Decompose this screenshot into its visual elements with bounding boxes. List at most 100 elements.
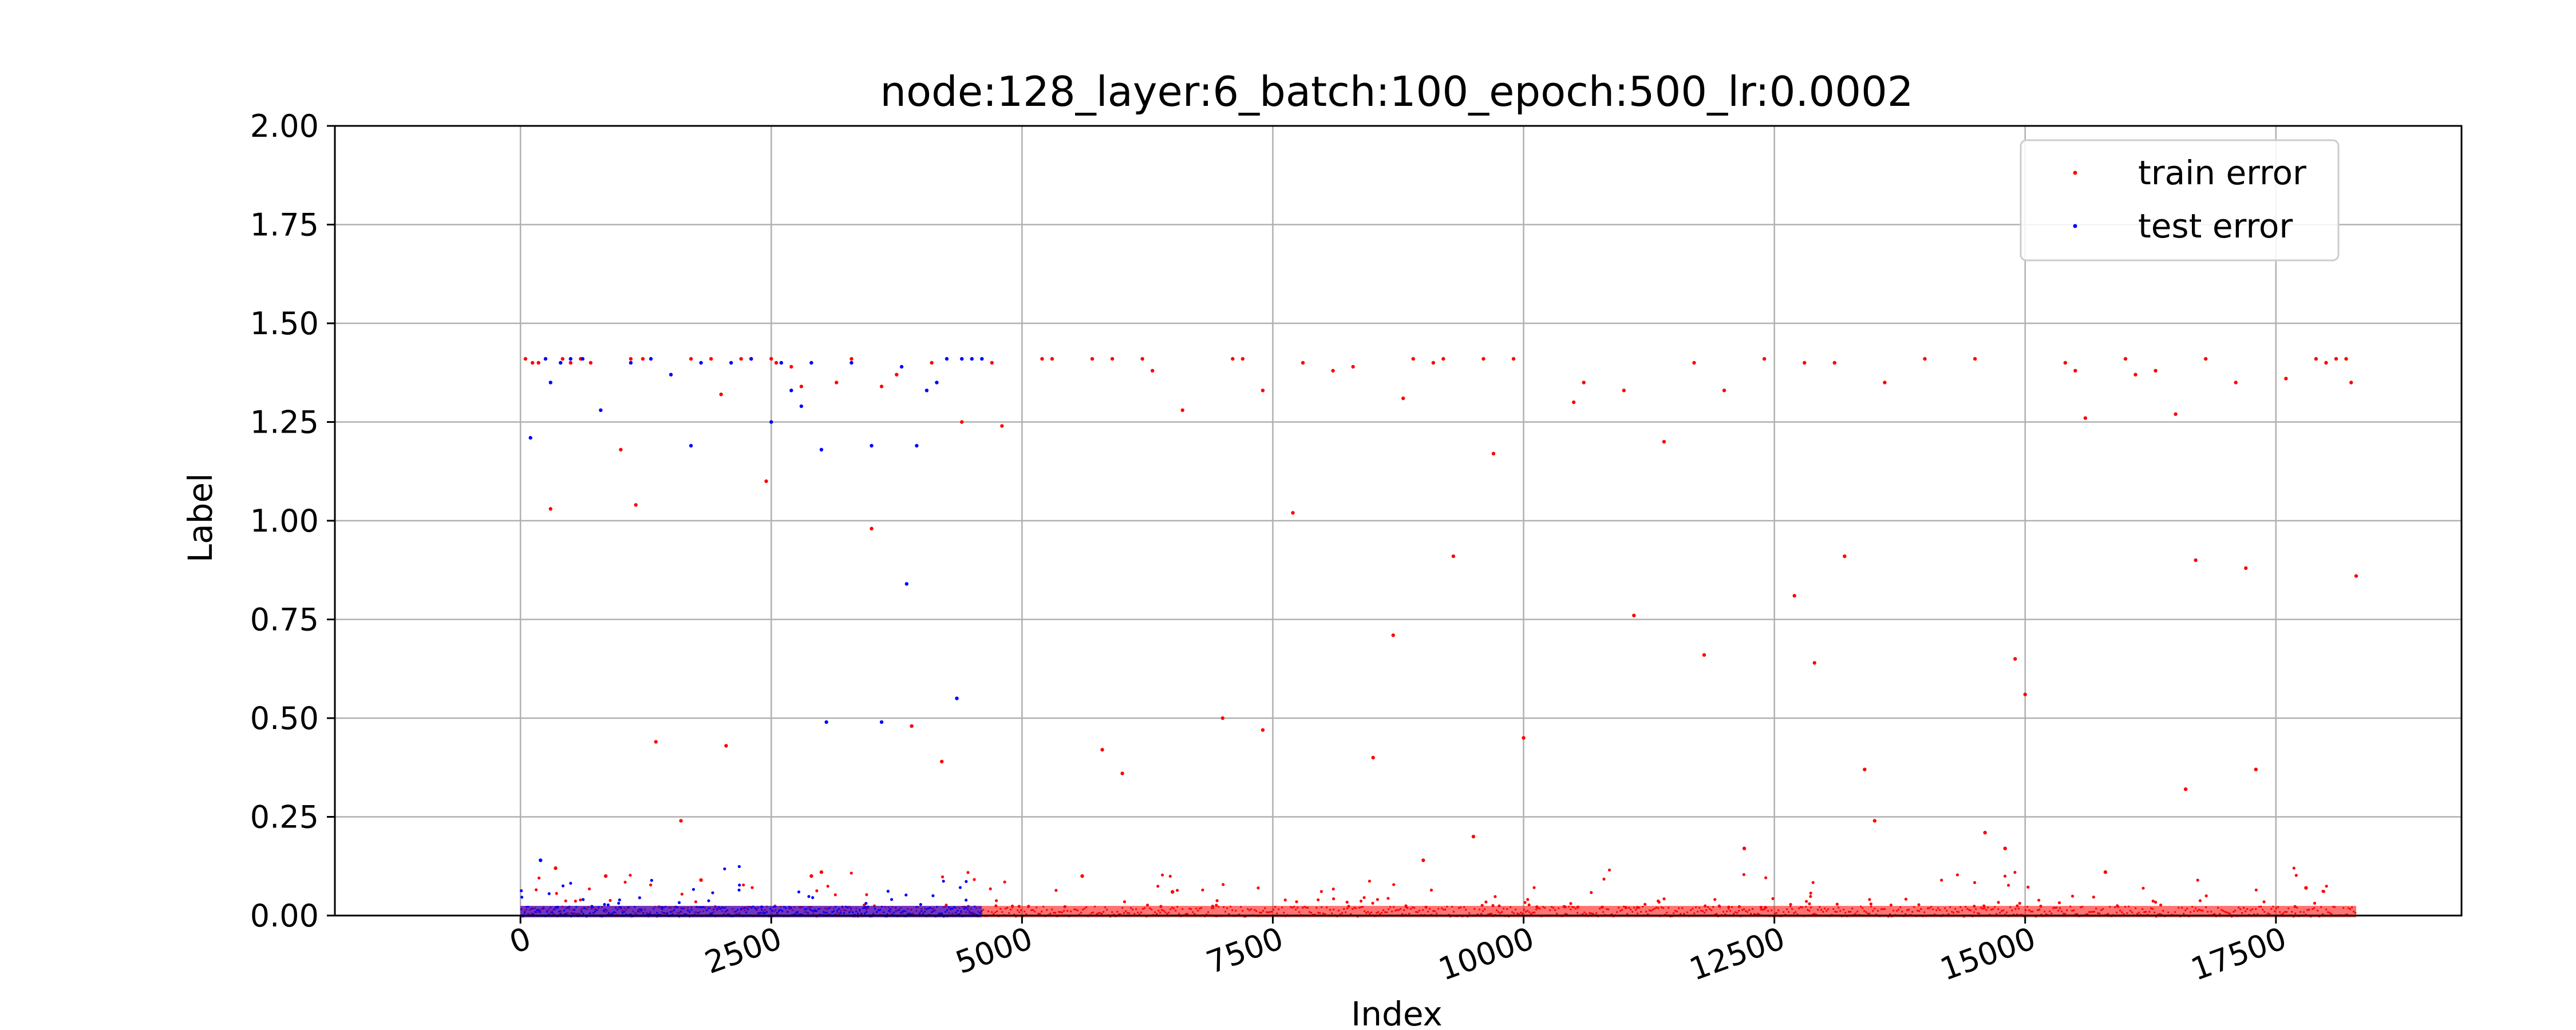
- data-point: [1523, 909, 1526, 911]
- data-point: [1704, 912, 1706, 914]
- data-point: [1552, 907, 1555, 909]
- data-point: [2143, 911, 2146, 913]
- data-point: [1371, 755, 1375, 760]
- data-point: [649, 356, 653, 361]
- data-point: [2231, 916, 2233, 918]
- data-point: [945, 904, 948, 907]
- data-point: [1602, 877, 1606, 881]
- data-point: [2003, 874, 2007, 878]
- data-point: [1568, 905, 1570, 908]
- data-point: [718, 906, 720, 908]
- data-point: [1070, 910, 1072, 913]
- data-point: [1090, 356, 1095, 361]
- data-point: [1231, 356, 1235, 361]
- data-point: [1066, 910, 1069, 912]
- data-point: [1984, 907, 1986, 909]
- data-point: [737, 865, 741, 868]
- data-point: [641, 356, 645, 361]
- legend-box: [2020, 139, 2340, 262]
- data-point: [618, 898, 621, 902]
- data-point: [1554, 909, 1556, 911]
- data-point: [888, 910, 890, 912]
- data-point: [924, 910, 926, 913]
- data-point: [599, 408, 603, 412]
- data-point: [1303, 906, 1306, 908]
- data-point: [1973, 905, 1976, 908]
- data-point: [1411, 356, 1415, 361]
- data-point: [2116, 904, 2119, 908]
- data-point: [1549, 909, 1551, 912]
- data-point: [800, 913, 803, 916]
- data-point: [1661, 906, 1663, 909]
- data-point: [1163, 910, 1165, 912]
- data-point: [2183, 913, 2185, 915]
- data-point: [1862, 907, 1864, 909]
- data-point: [1643, 902, 1647, 906]
- data-point: [1690, 909, 1692, 912]
- data-point: [1743, 908, 1745, 910]
- y-tick-label: 0.50: [250, 700, 319, 736]
- data-point: [966, 871, 970, 874]
- data-point: [2018, 902, 2021, 905]
- data-point: [702, 906, 705, 908]
- data-point: [990, 360, 994, 365]
- data-point: [1441, 356, 1445, 361]
- data-point: [878, 909, 880, 912]
- data-point: [1461, 916, 1464, 918]
- data-point: [991, 911, 993, 913]
- data-point: [919, 902, 922, 906]
- data-point: [2262, 900, 2266, 904]
- data-point: [1762, 356, 1767, 361]
- data-point: [2018, 908, 2020, 910]
- data-point: [1187, 913, 1189, 915]
- data-point: [1674, 910, 1677, 912]
- data-point: [696, 906, 698, 908]
- data-point: [1338, 909, 1340, 912]
- data-point: [1264, 907, 1266, 909]
- data-point: [689, 443, 693, 448]
- data-point: [1753, 913, 1756, 915]
- data-point: [2102, 908, 2104, 910]
- data-point: [1607, 908, 1610, 910]
- data-point: [2061, 910, 2063, 913]
- data-point: [750, 906, 753, 909]
- data-point: [833, 893, 837, 897]
- data-point: [1997, 901, 2000, 904]
- data-point: [554, 866, 558, 870]
- data-point: [1836, 911, 1838, 913]
- data-point: [1230, 905, 1232, 908]
- data-point: [1220, 716, 1225, 720]
- data-point: [1101, 913, 1103, 915]
- data-point: [1386, 897, 1390, 900]
- data-point: [1406, 907, 1409, 909]
- data-point: [1036, 906, 1038, 909]
- data-point: [2190, 911, 2192, 913]
- data-point: [1539, 908, 1541, 910]
- data-point: [1345, 900, 1349, 904]
- data-point: [2262, 909, 2264, 911]
- data-point: [757, 912, 760, 914]
- data-point: [812, 910, 815, 912]
- data-point: [1996, 913, 1998, 915]
- data-point: [1477, 913, 1479, 916]
- data-point: [2138, 912, 2140, 914]
- data-point: [1283, 912, 1285, 914]
- data-point: [1127, 912, 1129, 914]
- data-point: [1159, 912, 1161, 914]
- data-point: [1168, 912, 1170, 914]
- data-point: [900, 912, 902, 914]
- data-point: [603, 910, 605, 912]
- data-point: [2129, 910, 2132, 912]
- data-point: [2085, 913, 2087, 916]
- data-point: [2040, 913, 2042, 916]
- data-point: [835, 905, 837, 908]
- data-point: [1896, 910, 1898, 912]
- data-point: [1321, 906, 1323, 908]
- data-point: [867, 905, 870, 908]
- data-point: [1496, 909, 1498, 912]
- data-point: [773, 906, 775, 908]
- data-point: [1645, 910, 1647, 913]
- data-point: [638, 896, 641, 900]
- data-point: [2325, 885, 2328, 888]
- data-point: [876, 911, 878, 913]
